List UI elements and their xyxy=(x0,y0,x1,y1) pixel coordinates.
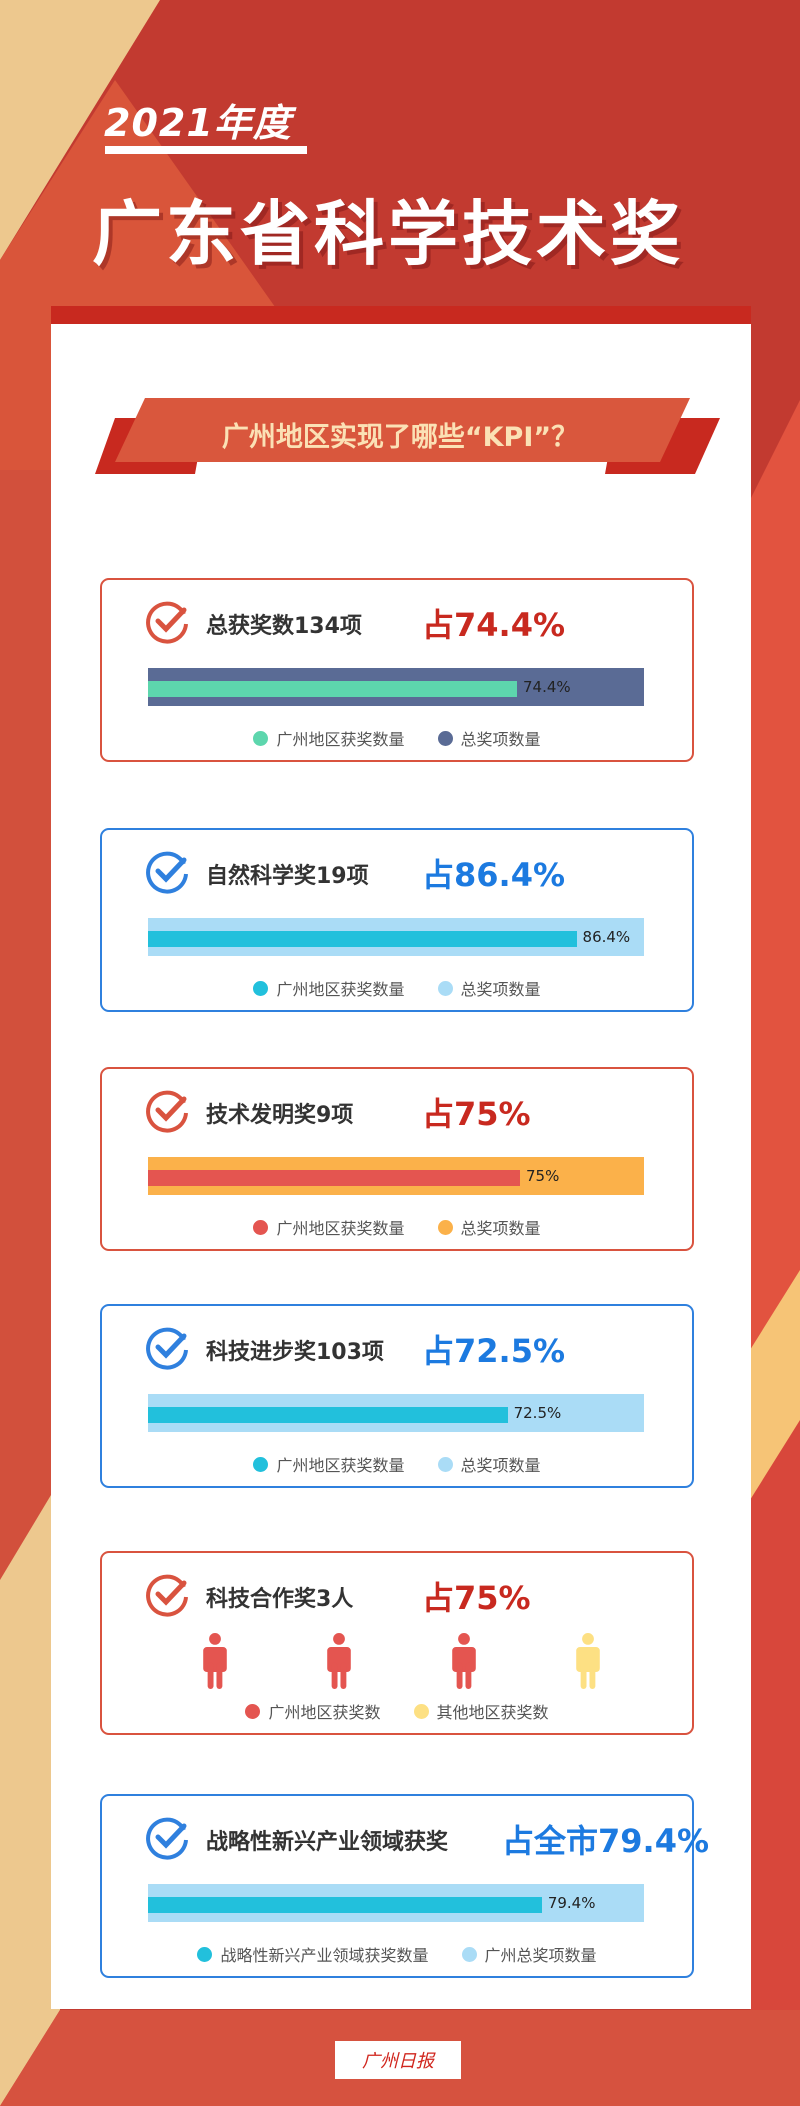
legend-label: 广州地区获奖数 xyxy=(268,1703,381,1722)
legend-dot xyxy=(245,1703,261,1719)
legend-label: 广州总奖项数量 xyxy=(484,1946,597,1965)
legend-item: 广州地区获奖数 xyxy=(245,1699,380,1723)
legend-dot xyxy=(253,730,269,746)
legend-item: 广州地区获奖数量 xyxy=(253,726,404,750)
legend-label: 战略性新兴产业领域获奖数量 xyxy=(220,1946,429,1965)
legend-label: 总奖项数量 xyxy=(460,730,541,749)
card-title: 自然科学奖19项 xyxy=(206,864,369,889)
card-percent: 占72.5% xyxy=(422,1332,566,1370)
legend-item: 广州地区获奖数量 xyxy=(253,1452,404,1476)
guangzhou-bar xyxy=(148,1170,520,1186)
card-title: 科技进步奖103项 xyxy=(206,1340,384,1365)
legend-dot xyxy=(253,1219,269,1235)
bar-label: 79.4% xyxy=(547,1894,596,1912)
card-title: 总获奖数134项 xyxy=(206,614,362,639)
legend-label: 总奖项数量 xyxy=(460,1219,541,1238)
card-percent: 占全市79.4% xyxy=(502,1822,710,1860)
legend-label: 广州地区获奖数量 xyxy=(276,1219,405,1238)
legend-label: 其他地区获奖数 xyxy=(436,1703,549,1722)
legend-dot xyxy=(437,1456,453,1472)
legend-dot xyxy=(253,980,269,996)
guangzhou-bar xyxy=(148,1897,542,1913)
guangzhou-bar xyxy=(148,1407,508,1423)
check-circle-icon xyxy=(146,1574,188,1617)
legend: 广州地区获奖数量 总奖项数量 xyxy=(102,976,692,1000)
bar-label: 86.4% xyxy=(582,928,631,946)
legend: 广州地区获奖数量 总奖项数量 xyxy=(102,1215,692,1239)
stat-card: 总获奖数134项 占74.4% 74.4% 广州地区获奖数量 总奖项数量 xyxy=(100,578,694,762)
person-icon xyxy=(452,1633,476,1689)
banner-shape xyxy=(95,398,720,474)
card-percent: 占74.4% xyxy=(422,606,566,644)
year-underline xyxy=(105,146,307,154)
legend-item: 总奖项数量 xyxy=(437,976,541,1000)
legend-dot xyxy=(437,730,453,746)
legend-dot xyxy=(437,980,453,996)
stat-card: 技术发明奖9项 占75% 75% 广州地区获奖数量 总奖项数量 xyxy=(100,1067,694,1251)
legend-label: 广州地区获奖数量 xyxy=(276,730,405,749)
card-percent: 占86.4% xyxy=(422,856,566,894)
year-label: 2021年度 xyxy=(104,101,292,145)
legend-label: 总奖项数量 xyxy=(460,1456,541,1475)
legend: 战略性新兴产业领域获奖数量 广州总奖项数量 xyxy=(102,1942,692,1966)
total-bar: 75% xyxy=(148,1157,644,1195)
legend: 广州地区获奖数量 总奖项数量 xyxy=(102,726,692,750)
page-title: 广东省科学技术奖 xyxy=(92,193,684,275)
guangzhou-daily-logo: 广州日报 xyxy=(335,2041,461,2079)
stat-card: 科技进步奖103项 占72.5% 72.5% 广州地区获奖数量 总奖项数量 xyxy=(100,1304,694,1488)
card-title: 技术发明奖9项 xyxy=(206,1103,354,1128)
total-bar: 86.4% xyxy=(148,918,644,956)
logo-text: 广州日报 xyxy=(362,2051,434,2072)
legend-item: 广州地区获奖数量 xyxy=(253,976,404,1000)
stat-card: 科技合作奖3人 占75% 广州地区获奖数 其他地区获奖数 xyxy=(100,1551,694,1735)
check-circle-icon xyxy=(146,1090,188,1133)
stat-card: 自然科学奖19项 占86.4% 86.4% 广州地区获奖数量 总奖项数量 xyxy=(100,828,694,1012)
legend-item: 总奖项数量 xyxy=(437,726,541,750)
legend-dot xyxy=(437,1219,453,1235)
legend-dot xyxy=(253,1456,269,1472)
card-title: 战略性新兴产业领域获奖 xyxy=(206,1830,449,1855)
check-circle-icon xyxy=(146,1817,188,1860)
legend-item: 战略性新兴产业领域获奖数量 xyxy=(197,1942,428,1966)
legend-item: 广州地区获奖数量 xyxy=(253,1215,404,1239)
card-percent: 占75% xyxy=(422,1095,531,1133)
legend-item: 总奖项数量 xyxy=(437,1452,541,1476)
check-circle-icon xyxy=(146,1327,188,1370)
person-icon xyxy=(576,1633,600,1689)
legend-label: 广州地区获奖数量 xyxy=(276,980,405,999)
person-icon xyxy=(327,1633,351,1689)
stat-card: 战略性新兴产业领域获奖 占全市79.4% 79.4% 战略性新兴产业领域获奖数量… xyxy=(100,1794,709,1978)
total-bar: 74.4% xyxy=(148,668,644,706)
total-bar: 79.4% xyxy=(148,1884,644,1922)
legend-dot xyxy=(413,1703,429,1719)
card-percent: 占75% xyxy=(422,1579,531,1617)
legend-dot xyxy=(461,1946,477,1962)
guangzhou-bar xyxy=(148,681,518,697)
guangzhou-bar xyxy=(148,931,577,947)
banner-title: 广州地区实现了哪些“KPI”？ xyxy=(221,422,579,453)
person-icon xyxy=(203,1633,227,1689)
legend-label: 广州地区获奖数量 xyxy=(276,1456,405,1475)
legend-label: 总奖项数量 xyxy=(460,980,541,999)
card-title: 科技合作奖3人 xyxy=(206,1587,354,1612)
legend-item: 其他地区获奖数 xyxy=(413,1699,549,1723)
bar-label: 74.4% xyxy=(523,678,571,696)
legend: 广州地区获奖数量 总奖项数量 xyxy=(102,1452,692,1476)
total-bar: 72.5% xyxy=(148,1394,644,1432)
check-circle-icon xyxy=(146,601,188,644)
legend-item: 总奖项数量 xyxy=(437,1215,541,1239)
legend-item: 广州总奖项数量 xyxy=(461,1942,597,1966)
bar-label: 72.5% xyxy=(513,1404,562,1422)
legend: 广州地区获奖数 其他地区获奖数 xyxy=(102,1699,692,1723)
check-circle-icon xyxy=(146,851,188,894)
legend-dot xyxy=(197,1946,213,1962)
bar-label: 75% xyxy=(526,1167,560,1185)
